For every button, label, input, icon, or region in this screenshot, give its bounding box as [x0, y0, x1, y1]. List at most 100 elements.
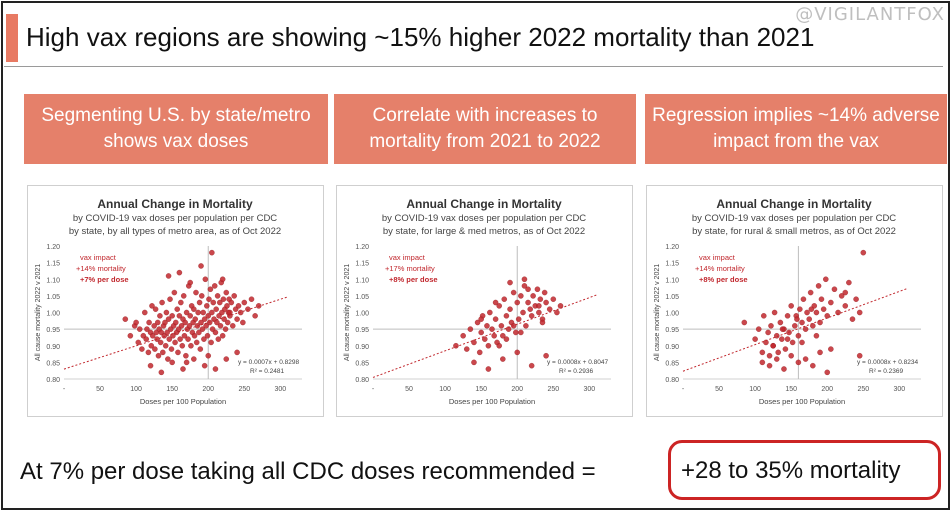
data-point	[557, 303, 564, 309]
annotation-line-2: +14% mortality	[695, 264, 745, 273]
data-point	[167, 296, 173, 302]
x-tick-label: 200	[511, 386, 523, 393]
data-point	[205, 352, 211, 359]
x-tick-label: 300	[275, 386, 287, 393]
data-point	[172, 339, 178, 346]
data-point	[804, 309, 810, 316]
data-point	[759, 349, 766, 356]
data-point	[136, 326, 143, 332]
data-point	[482, 336, 488, 342]
data-point	[800, 296, 807, 302]
data-point	[824, 369, 830, 376]
data-point	[515, 316, 522, 322]
data-point	[525, 299, 531, 306]
y-tick-label: 0.80	[46, 377, 60, 384]
data-point	[214, 293, 221, 299]
data-point	[159, 299, 165, 306]
watermark: @VIGILANTFOX	[795, 4, 945, 25]
data-point	[510, 289, 517, 296]
data-point	[188, 342, 194, 349]
data-point	[536, 309, 542, 316]
data-point	[492, 316, 499, 322]
annotation-line-1: vax impact	[389, 253, 426, 262]
data-point	[152, 346, 158, 352]
data-point	[759, 359, 766, 366]
x-axis-label: Doses per 100 Population	[759, 397, 845, 406]
data-point	[155, 319, 161, 326]
x-tick-label: 150	[785, 386, 797, 393]
y-tick-label: 0.85	[46, 360, 60, 367]
data-point	[201, 336, 207, 342]
data-point	[185, 336, 191, 342]
data-point	[237, 309, 244, 316]
data-point	[775, 349, 781, 356]
y-tick-label: 1.15	[46, 261, 60, 268]
data-point	[230, 323, 236, 329]
data-point	[543, 299, 549, 306]
data-point	[146, 319, 152, 326]
data-point	[147, 362, 154, 369]
data-point	[766, 352, 773, 359]
data-point	[212, 366, 219, 372]
data-point	[219, 333, 226, 339]
data-point	[205, 313, 211, 319]
data-point	[491, 333, 497, 339]
data-point	[507, 306, 513, 312]
data-point	[210, 299, 217, 306]
data-point	[467, 326, 474, 332]
data-point	[248, 296, 255, 302]
data-point	[774, 333, 780, 339]
y-axis-label: All cause mortality 2022 v 2021	[344, 264, 351, 361]
data-point	[139, 346, 145, 352]
data-point	[224, 303, 230, 309]
y-tick-label: 1.00	[665, 311, 679, 318]
data-point	[198, 319, 204, 326]
data-point	[503, 313, 510, 319]
data-point	[474, 319, 481, 326]
data-point	[846, 279, 852, 286]
data-point	[160, 349, 166, 356]
data-point	[195, 309, 201, 316]
data-point	[492, 299, 499, 306]
data-point	[213, 306, 219, 312]
data-point	[823, 276, 829, 283]
highlight-mortality-text: +28 to 35% mortality	[681, 457, 901, 484]
data-point	[202, 276, 209, 283]
data-point	[162, 342, 169, 349]
data-point	[514, 299, 520, 306]
data-point	[176, 313, 183, 319]
data-point	[179, 342, 186, 349]
data-point	[144, 326, 150, 332]
y-tick-label: 0.90	[46, 344, 60, 351]
data-point	[807, 289, 814, 296]
data-point	[856, 309, 863, 316]
data-point	[204, 303, 210, 309]
data-point	[478, 316, 484, 322]
x-tick-label: 200	[821, 386, 833, 393]
x-tick-label: 300	[584, 386, 596, 393]
x-tick-label: 250	[547, 386, 559, 393]
data-point	[173, 319, 179, 326]
data-point	[849, 316, 856, 322]
data-point	[170, 333, 176, 339]
x-tick-label: 100	[439, 386, 451, 393]
data-point	[158, 369, 165, 376]
data-point	[201, 316, 208, 322]
data-point	[789, 339, 796, 346]
data-point	[528, 313, 535, 319]
chart-large-med-metros: Annual Change in Mortality by COVID-19 va…	[336, 185, 633, 417]
y-tick-label: 1.10	[46, 277, 60, 284]
regression-equation: y = 0.0008x + 0.8047	[547, 359, 608, 366]
data-point	[777, 319, 784, 326]
data-point	[181, 333, 188, 339]
chart-subtitle-2: by state, for large & med metros, as of …	[383, 226, 585, 237]
data-point	[178, 299, 184, 306]
data-point	[521, 283, 528, 289]
data-point	[187, 279, 193, 286]
y-axis-label: All cause mortality 2022 v 2021	[654, 264, 661, 361]
title-accent-bar	[6, 14, 18, 62]
y-tick-label: 1.20	[355, 244, 369, 251]
data-point	[163, 309, 170, 316]
data-point	[765, 329, 771, 336]
data-point	[166, 336, 173, 342]
